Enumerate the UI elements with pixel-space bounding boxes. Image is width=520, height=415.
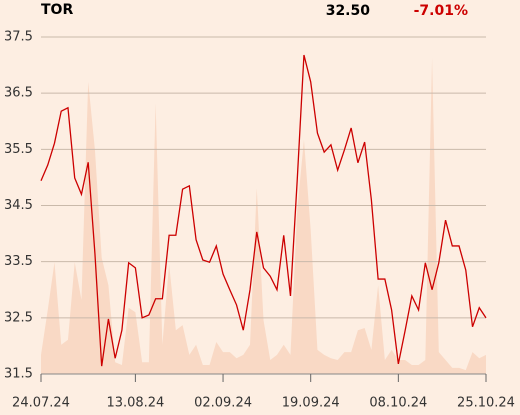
x-tick-label: 25.10.24 <box>457 396 515 411</box>
x-tick-label: 19.09.24 <box>282 396 340 411</box>
y-tick-label: 37.5 <box>4 30 33 45</box>
y-tick-label: 36.5 <box>4 86 33 101</box>
x-tick-label: 13.08.24 <box>106 396 164 411</box>
y-tick-label: 31.5 <box>4 367 33 382</box>
x-tick-label: 08.10.24 <box>369 396 427 411</box>
last-price: 32.50 <box>326 3 371 19</box>
y-tick-label: 34.5 <box>4 198 33 213</box>
ticker: TOR <box>41 2 73 18</box>
y-tick-label: 32.5 <box>4 310 33 325</box>
volume-area <box>41 57 486 374</box>
y-tick-label: 35.5 <box>4 142 33 157</box>
x-tick-label: 02.09.24 <box>194 396 252 411</box>
y-tick-label: 33.5 <box>4 254 33 269</box>
change: -7.01% <box>414 3 468 19</box>
price-line <box>40 54 487 367</box>
x-tick-label: 24.07.24 <box>12 396 70 411</box>
